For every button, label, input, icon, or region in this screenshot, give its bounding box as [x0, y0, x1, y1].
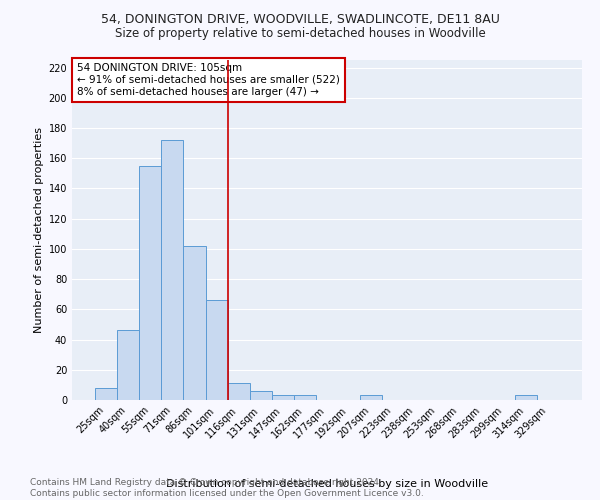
Text: 54, DONINGTON DRIVE, WOODVILLE, SWADLINCOTE, DE11 8AU: 54, DONINGTON DRIVE, WOODVILLE, SWADLINC… [101, 12, 499, 26]
Bar [184, 246, 206, 400]
Bar [161, 140, 184, 400]
Bar [139, 166, 161, 400]
Text: 54 DONINGTON DRIVE: 105sqm
← 91% of semi-detached houses are smaller (522)
8% of: 54 DONINGTON DRIVE: 105sqm ← 91% of semi… [77, 64, 340, 96]
Y-axis label: Number of semi-detached properties: Number of semi-detached properties [34, 127, 44, 333]
Text: Size of property relative to semi-detached houses in Woodville: Size of property relative to semi-detach… [115, 28, 485, 40]
Bar [515, 396, 537, 400]
Bar [206, 300, 227, 400]
Bar [227, 384, 250, 400]
Bar [360, 396, 382, 400]
Bar [250, 391, 272, 400]
Bar [272, 396, 294, 400]
Bar [95, 388, 117, 400]
Bar [294, 396, 316, 400]
X-axis label: Distribution of semi-detached houses by size in Woodville: Distribution of semi-detached houses by … [166, 478, 488, 488]
Bar [117, 330, 139, 400]
Text: Contains HM Land Registry data © Crown copyright and database right 2024.
Contai: Contains HM Land Registry data © Crown c… [30, 478, 424, 498]
